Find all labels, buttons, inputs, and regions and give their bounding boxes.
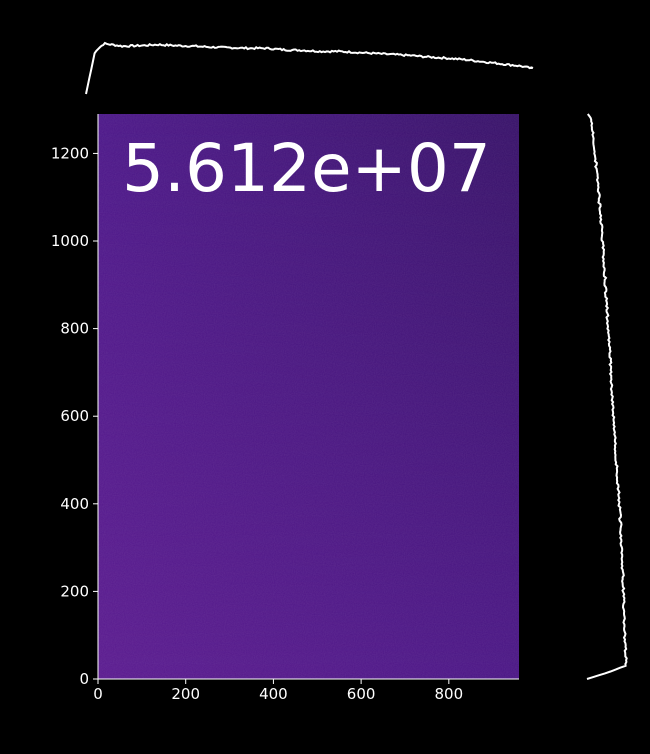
y-tick-label: 600 (60, 407, 89, 425)
total-value-annotation: 5.612e+07 (122, 130, 491, 207)
row-profile-line (586, 113, 628, 680)
y-axis: 0 200 400 600 800 1000 1200 (51, 114, 99, 688)
y-tick-label: 800 (60, 320, 89, 338)
x-tick-label: 200 (171, 685, 200, 703)
x-tick-label: 400 (259, 685, 288, 703)
heatmap-noise (98, 114, 519, 679)
x-tick-label: 600 (347, 685, 376, 703)
y-tick-label: 1200 (51, 144, 89, 162)
heatmap-image (98, 114, 519, 679)
x-tick-label: 800 (435, 685, 464, 703)
column-profile (85, 41, 534, 95)
y-tick-label: 200 (60, 582, 89, 600)
row-profile (586, 113, 628, 680)
y-tick-label: 400 (60, 495, 89, 513)
y-tick-label: 1000 (51, 232, 89, 250)
y-tick-label: 0 (79, 670, 89, 688)
column-profile-line (85, 41, 534, 95)
x-axis: 0 200 400 600 800 (93, 678, 519, 703)
x-tick-label: 0 (93, 685, 103, 703)
